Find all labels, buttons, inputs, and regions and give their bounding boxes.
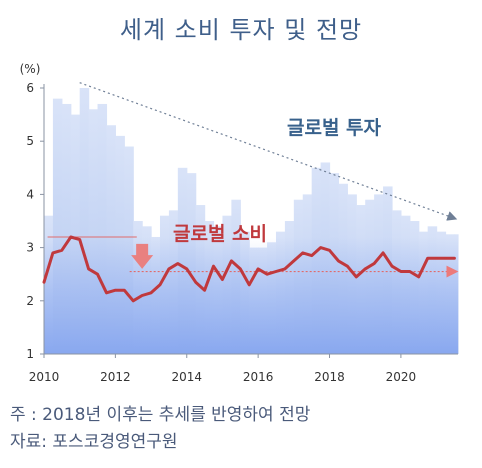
consumption-point (132, 299, 135, 302)
y-tick-label: 3 (26, 241, 34, 255)
consumption-point (274, 270, 278, 273)
consumption-point (149, 291, 153, 295)
chart-title: 세계 소비 투자 및 전망 (119, 16, 363, 44)
investment-bar (70, 114, 81, 354)
consumption-point (230, 259, 233, 263)
consumption-point (123, 288, 126, 292)
consumption-point (167, 267, 171, 271)
plot-glow (44, 236, 458, 354)
consumption-point (87, 267, 90, 271)
consumption-point (51, 251, 55, 255)
consumption-point (283, 267, 287, 271)
consumption-point (248, 283, 251, 287)
consumption-point (355, 275, 358, 279)
consumption-point (399, 270, 403, 273)
consumption-point (381, 251, 385, 255)
consumption-point (194, 280, 197, 284)
consumption-point (292, 259, 296, 263)
consumption-point (319, 246, 322, 249)
consumption-point (408, 270, 412, 273)
consumption-point (265, 273, 269, 276)
consumption-point (426, 257, 429, 260)
investment-bar (61, 103, 72, 355)
consumption-point (372, 262, 376, 265)
consumption-point (310, 254, 313, 257)
x-tick-label: 2020 (386, 370, 417, 384)
consumption-point (158, 283, 162, 287)
consumption-point (239, 267, 242, 271)
consumption-point (256, 267, 260, 271)
x-tick-label: 2016 (243, 370, 274, 384)
investment-bar (52, 98, 63, 354)
consumption-point (390, 265, 394, 268)
y-tick-label: 1 (26, 347, 34, 361)
consumption-point (212, 265, 215, 268)
consumption-point (69, 235, 72, 239)
consumption-point (453, 257, 456, 260)
investment-bar (79, 88, 90, 354)
consumption-point (114, 288, 117, 292)
consumption-point (203, 288, 206, 292)
consumption-point (78, 238, 81, 241)
consumption-point (364, 267, 367, 271)
investment-trend-arrow (79, 82, 458, 221)
footnote-note: 주 : 2018년 이후는 추세를 반영하여 전망 (10, 405, 311, 425)
consumption-series-label: 글로벌 소비 (173, 223, 267, 245)
consumption-point (42, 280, 46, 284)
consumption-point (96, 273, 99, 276)
consumption-point (417, 275, 420, 279)
consumption-point (346, 265, 349, 268)
consumption-point (337, 259, 340, 263)
investment-bar (88, 109, 99, 354)
consumption-point (435, 257, 438, 260)
y-tick-label: 5 (26, 134, 34, 148)
consumption-point (444, 257, 447, 260)
consumption-point (140, 294, 144, 297)
consumption-point (176, 262, 180, 265)
x-tick-label: 2012 (100, 370, 131, 384)
y-tick-label: 4 (26, 187, 34, 201)
x-tick-label: 2018 (314, 370, 345, 384)
consumption-point (60, 249, 64, 252)
x-tick-label: 2014 (171, 370, 202, 384)
y-tick-label: 2 (26, 294, 34, 308)
down-arrow-icon (131, 243, 154, 269)
footnote-source: 자료: 포스코경영연구원 (10, 432, 178, 452)
consumption-point (328, 249, 331, 252)
consumption-point (185, 267, 188, 271)
consumption-point (221, 278, 224, 281)
investment-series-label: 글로벌 투자 (287, 117, 382, 139)
x-tick-label: 2010 (29, 370, 60, 384)
consumption-point (301, 251, 304, 255)
y-unit-label: (%) (20, 62, 41, 76)
investment-bar (97, 103, 108, 355)
y-tick-label: 6 (26, 81, 34, 95)
consumption-point (105, 291, 108, 295)
